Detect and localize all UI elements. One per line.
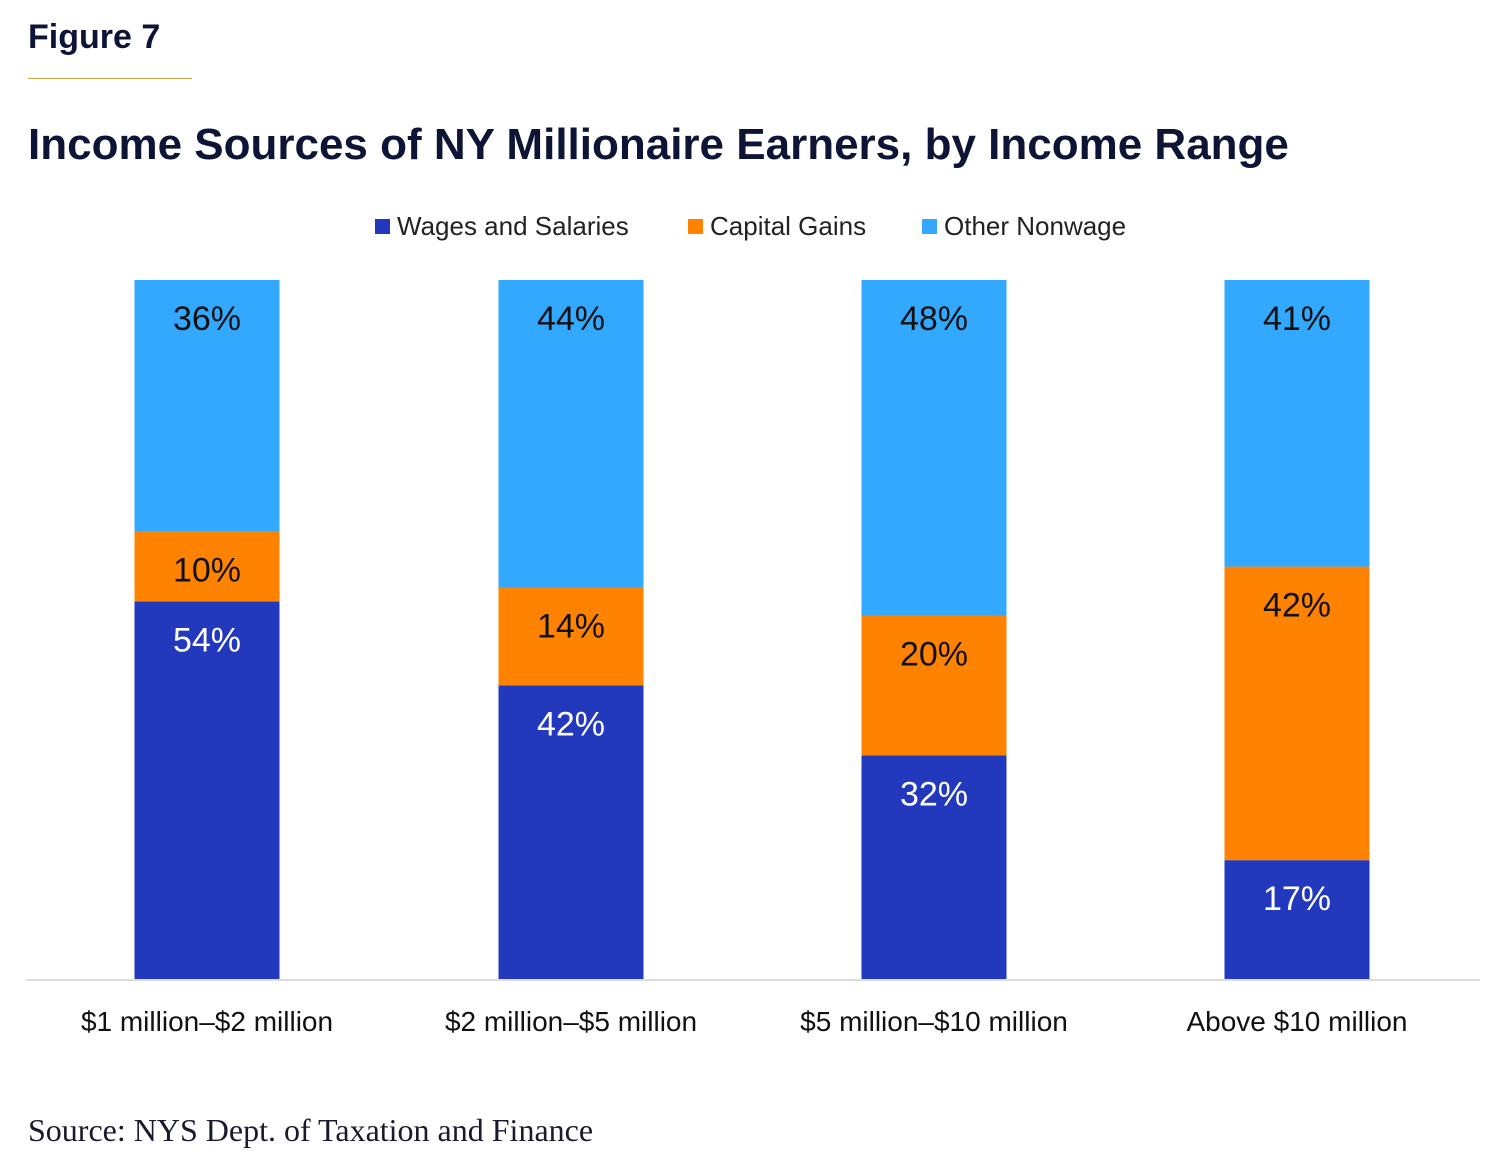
x-axis-tick-labels: $1 million–$2 million $2 million–$5 milli…	[81, 1006, 1408, 1037]
data-label-wages-and-salaries-3: 32%	[900, 775, 968, 813]
figure-divider	[28, 78, 192, 79]
bars: 54% 10% 36% 42% 14% 44% 32% 20% 48% 17% 42% 41%	[134, 280, 1370, 979]
bar-wages-and-salaries-2	[498, 685, 644, 979]
data-label-capital-gains-2: 14%	[537, 608, 605, 646]
bar-capital-gains-2	[498, 587, 644, 686]
x-tick-label-1: $1 million–$2 million	[81, 1006, 333, 1037]
legend-swatch-capital-gains	[688, 219, 703, 234]
x-tick-label-3: $5 million–$10 million	[800, 1006, 1068, 1037]
bar-capital-gains-1	[134, 531, 280, 602]
bar-wages-and-salaries-1	[134, 601, 280, 979]
figure-label: Figure 7	[28, 18, 161, 56]
bar-capital-gains-4	[1224, 566, 1370, 861]
bar-wages-and-salaries-3	[861, 755, 1007, 979]
data-label-capital-gains-3: 20%	[900, 636, 968, 674]
bar-other-nonwage-3	[861, 280, 1007, 616]
legend-swatch-wages-and-salaries	[375, 219, 390, 234]
data-label-wages-and-salaries-1: 54%	[173, 622, 241, 660]
legend-label-wages-and-salaries: Wages and Salaries	[397, 211, 629, 241]
data-label-other-nonwage-3: 48%	[900, 300, 968, 338]
data-label-wages-and-salaries-4: 17%	[1263, 880, 1331, 918]
data-label-other-nonwage-4: 41%	[1263, 300, 1331, 338]
legend-label-capital-gains: Capital Gains	[710, 211, 866, 241]
source-note: Source: NYS Dept. of Taxation and Financ…	[28, 1112, 594, 1148]
x-tick-label-2: $2 million–$5 million	[445, 1006, 697, 1037]
chart-title: Income Sources of NY Millionaire Earners…	[28, 120, 1289, 169]
legend: Wages and Salaries Capital Gains Other Non…	[375, 211, 1126, 241]
data-label-capital-gains-1: 10%	[173, 552, 241, 590]
bar-wages-and-salaries-4	[1224, 860, 1370, 979]
data-label-capital-gains-4: 42%	[1263, 587, 1331, 625]
data-label-wages-and-salaries-2: 42%	[537, 705, 605, 743]
bar-other-nonwage-4	[1224, 280, 1370, 567]
data-label-other-nonwage-2: 44%	[537, 300, 605, 338]
legend-label-other-nonwage: Other Nonwage	[944, 211, 1126, 241]
data-label-other-nonwage-1: 36%	[173, 300, 241, 338]
bar-capital-gains-3	[861, 615, 1007, 756]
bar-other-nonwage-2	[498, 280, 644, 588]
x-tick-label-4: Above $10 million	[1186, 1006, 1407, 1037]
legend-swatch-other-nonwage	[922, 219, 937, 234]
bar-other-nonwage-1	[134, 280, 280, 532]
